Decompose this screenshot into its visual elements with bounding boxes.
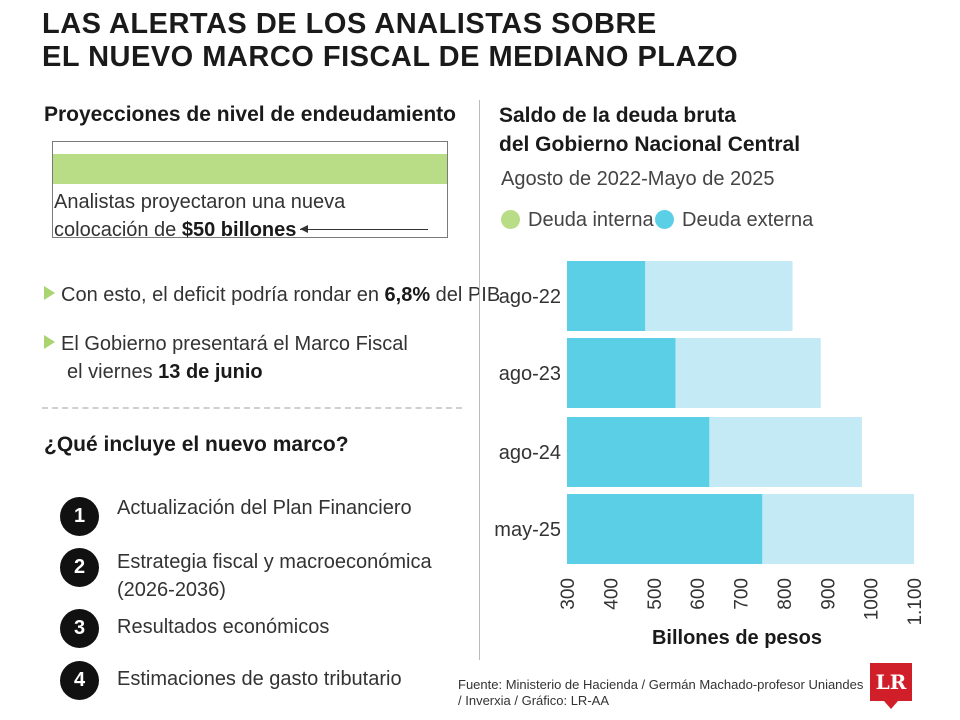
- projection-amount: $50 billones: [181, 219, 297, 241]
- lr-logo-text: LR: [870, 663, 912, 701]
- arrow-icon: [300, 225, 428, 233]
- page-title-line2: EL NUEVO MARCO FISCAL DE MEDIANO PLAZO: [42, 41, 739, 73]
- source-line1: Fuente: Ministerio de Hacienda / Germán …: [458, 677, 864, 692]
- bullet-presentation: El Gobierno presentará el Marco Fiscal e…: [44, 330, 408, 386]
- projection-text-line2: colocación de $50 billones: [54, 216, 345, 244]
- triangle-bullet-icon: [44, 286, 55, 300]
- number-badge-3: 3: [60, 609, 99, 648]
- number-badge-1: 1: [60, 497, 99, 536]
- bullet-deficit-text: Con esto, el deficit podría rondar en: [61, 284, 385, 306]
- framework-item-4-text: Estimaciones de gasto tributario: [117, 668, 402, 690]
- x-tick-label: 300: [558, 578, 579, 610]
- lr-logo-tail: [884, 701, 898, 709]
- y-tick-label: ago-24: [499, 442, 561, 464]
- framework-item-1: Actualización del Plan Financiero: [117, 494, 412, 522]
- chart-title-line1: Saldo de la deuda bruta: [499, 104, 736, 127]
- legend-dot-interna: [501, 210, 520, 229]
- legend-dot-externa: [655, 210, 674, 229]
- framework-item-3: Resultados económicos: [117, 613, 329, 641]
- page-title-line1: LAS ALERTAS DE LOS ANALISTAS SOBRE: [42, 8, 657, 40]
- source-note: Fuente: Ministerio de Hacienda / Germán …: [458, 677, 878, 709]
- x-tick-label: 1000: [862, 578, 883, 620]
- legend-label-externa: Deuda externa: [682, 209, 814, 231]
- x-tick-label: 500: [645, 578, 666, 610]
- legend-item-interna: Deuda interna: [501, 209, 654, 232]
- y-tick-label: ago-22: [499, 286, 561, 308]
- x-axis-label: Billones de pesos: [652, 627, 822, 649]
- y-tick-label: ago-23: [499, 363, 561, 385]
- chart-title: Saldo de la deuda bruta del Gobierno Nac…: [499, 101, 800, 159]
- x-tick-label: 900: [818, 578, 839, 610]
- projection-text-line1: Analistas proyectaron una nueva: [54, 191, 346, 213]
- bullet-presentation-date: 13 de junio: [158, 361, 263, 383]
- triangle-bullet-icon: [44, 335, 55, 349]
- lr-logo: LR: [870, 663, 912, 709]
- source-line2: / Inverxia / Gráfico: LR-AA: [458, 693, 609, 708]
- bar-externa-ago-24: [567, 417, 710, 487]
- projections-heading: Proyecciones de nivel de endeudamiento: [44, 103, 456, 126]
- framework-item-2-years: (2026-2036): [117, 579, 226, 601]
- number-badge-2: 2: [60, 548, 99, 587]
- projection-box: [52, 141, 448, 238]
- chart-title-line2: del Gobierno Nacional Central: [499, 133, 801, 156]
- bullet-deficit-value: 6,8%: [384, 284, 431, 306]
- x-tick-label: 700: [732, 578, 753, 610]
- bar-externa-may-25: [567, 494, 763, 564]
- bullet-deficit: Con esto, el deficit podría rondar en 6,…: [44, 281, 500, 309]
- projection-text: Analistas proyectaron una nueva colocaci…: [54, 188, 345, 244]
- bullet-presentation-line2: el viernes: [67, 361, 159, 383]
- framework-item-1-text: Actualización del Plan Financiero: [117, 497, 412, 519]
- x-tick-label: 400: [601, 578, 622, 610]
- x-tick-label: 1.100: [905, 578, 926, 626]
- bullet-deficit-suffix: del PIB: [430, 284, 501, 306]
- legend-item-externa: Deuda externa: [655, 209, 813, 232]
- column-divider: [479, 100, 480, 660]
- bar-externa-ago-22: [567, 261, 646, 331]
- x-tick-label: 800: [775, 578, 796, 610]
- framework-item-4: Estimaciones de gasto tributario: [117, 665, 402, 693]
- framework-item-3-text: Resultados económicos: [117, 616, 330, 638]
- framework-item-2: Estrategia fiscal y macroeconómica (2026…: [117, 548, 432, 604]
- y-tick-label: may-25: [494, 519, 561, 541]
- bar-externa-ago-23: [567, 338, 676, 408]
- framework-heading: ¿Qué incluye el nuevo marco?: [44, 433, 349, 456]
- x-tick-label: 600: [688, 578, 709, 610]
- bullet-presentation-line1: El Gobierno presentará el Marco Fiscal: [61, 333, 408, 355]
- projection-text-prefix: colocación de: [54, 219, 182, 241]
- projection-bar: [53, 154, 447, 184]
- page-title: LAS ALERTAS DE LOS ANALISTAS SOBRE EL NU…: [42, 8, 922, 74]
- section-divider: [42, 407, 462, 409]
- framework-item-2-text: Estrategia fiscal y macroeconómica: [117, 551, 432, 573]
- number-badge-4: 4: [60, 661, 99, 700]
- chart-subtitle: Agosto de 2022-Mayo de 2025: [501, 168, 775, 190]
- legend-label-interna: Deuda interna: [528, 209, 654, 231]
